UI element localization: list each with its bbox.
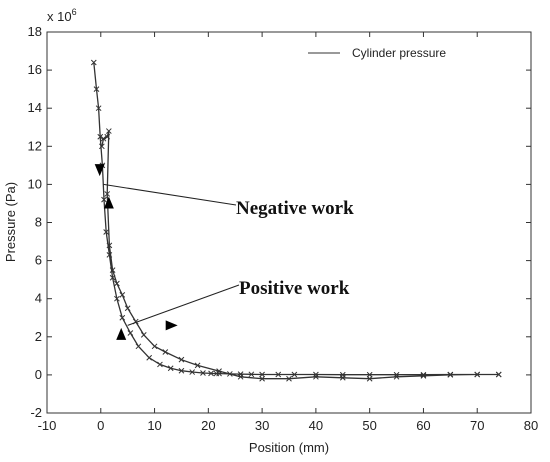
data-point-marker — [101, 196, 107, 203]
data-point-marker — [119, 314, 126, 321]
x-tick-label: 20 — [201, 418, 215, 433]
y-tick-label: 8 — [35, 215, 42, 230]
y-axis-label: Pressure (Pa) — [3, 182, 18, 262]
data-point-marker — [447, 372, 454, 378]
data-point-marker — [98, 143, 105, 150]
data-point-marker — [420, 372, 427, 379]
direction-arrow — [165, 320, 178, 331]
data-point-marker — [95, 105, 102, 112]
y-tick-label: 16 — [28, 62, 42, 77]
y-tick-label: 6 — [35, 253, 42, 268]
annotation-leader-line — [103, 183, 237, 206]
data-point-marker — [151, 343, 158, 350]
data-point-marker — [100, 135, 107, 142]
data-point-marker — [226, 371, 233, 377]
data-point-marker — [90, 59, 97, 66]
data-point-marker — [393, 373, 400, 380]
data-point-marker — [216, 370, 222, 377]
data-point-marker — [167, 365, 174, 372]
data-point-marker — [474, 371, 481, 378]
plot-area — [46, 31, 532, 414]
data-point-marker — [178, 356, 185, 363]
data-point-marker — [104, 191, 111, 197]
data-point-marker — [495, 371, 502, 378]
data-point-marker — [313, 373, 319, 380]
x-tick-label: 60 — [416, 418, 430, 433]
data-point-marker — [189, 369, 196, 375]
y-tick-label: 12 — [28, 138, 42, 153]
x-tick-label: 10 — [147, 418, 161, 433]
data-point-marker — [106, 242, 113, 249]
y-tick-label: 0 — [35, 367, 42, 382]
x-tick-label: 50 — [362, 418, 376, 433]
plot-layer — [90, 59, 502, 382]
y-tick-label: 10 — [28, 176, 42, 191]
data-point-marker — [162, 349, 169, 355]
data-point-marker — [127, 330, 134, 336]
data-point-marker — [157, 361, 163, 368]
data-point-marker — [248, 371, 255, 378]
x-tick-label: 0 — [97, 418, 104, 433]
x-tick-label: 30 — [255, 418, 269, 433]
data-point-marker — [291, 371, 298, 378]
y-tick-label: 14 — [28, 100, 42, 115]
data-point-marker — [259, 371, 265, 378]
legend: Cylinder pressure — [308, 46, 446, 60]
data-point-marker — [216, 368, 222, 374]
data-point-marker — [194, 362, 201, 369]
annotation-leader-line — [127, 284, 240, 326]
data-point-marker — [200, 370, 206, 376]
x-tick-label: -10 — [38, 418, 57, 433]
annotation-negative-work: Negative work — [236, 198, 354, 219]
x-tick-label: 40 — [309, 418, 323, 433]
data-point-marker — [109, 267, 116, 273]
annotation-positive-work: Positive work — [239, 278, 350, 299]
x-tick-label: 80 — [524, 418, 538, 433]
data-point-marker — [286, 375, 292, 382]
y-tick-label: 18 — [28, 24, 42, 39]
x-axis-label: Position (mm) — [249, 440, 329, 455]
data-point-marker — [103, 229, 110, 235]
data-point-marker — [178, 367, 185, 374]
data-point-marker — [146, 354, 153, 361]
data-point-marker — [104, 133, 111, 140]
data-point-marker — [339, 374, 346, 381]
data-point-marker — [114, 295, 120, 302]
data-point-marker — [140, 332, 147, 338]
x-tick-label: 70 — [470, 418, 484, 433]
data-point-marker — [135, 343, 142, 350]
data-point-marker — [124, 305, 131, 312]
data-point-marker — [106, 252, 113, 258]
direction-arrow — [103, 196, 114, 209]
data-point-marker — [366, 375, 373, 382]
y-tick-label: 4 — [35, 291, 42, 306]
direction-arrow — [116, 327, 127, 340]
data-point-marker — [208, 370, 214, 377]
data-point-marker — [93, 86, 100, 93]
data-point-marker — [237, 373, 244, 380]
data-point-marker — [275, 371, 282, 378]
data-point-marker — [105, 128, 112, 134]
data-point-marker — [119, 292, 126, 298]
data-point-marker — [97, 133, 104, 140]
axis-ticks: -10 0 10 20 30 40 50 60 70 80 -2 0 2 4 6 8 10 12 14 16 18 — [28, 24, 539, 433]
direction-arrow — [94, 164, 105, 177]
data-point-marker — [109, 274, 116, 281]
data-point-marker — [259, 375, 265, 382]
data-point-marker — [420, 371, 427, 378]
data-point-marker — [393, 371, 400, 378]
y-tick-label: 2 — [35, 329, 42, 344]
data-point-marker — [313, 371, 319, 378]
legend-entry-cylinder-pressure: Cylinder pressure — [352, 46, 446, 60]
y-multiplier: x 106 — [47, 7, 77, 24]
data-point-marker — [114, 280, 120, 287]
y-tick-label: -2 — [30, 405, 42, 420]
